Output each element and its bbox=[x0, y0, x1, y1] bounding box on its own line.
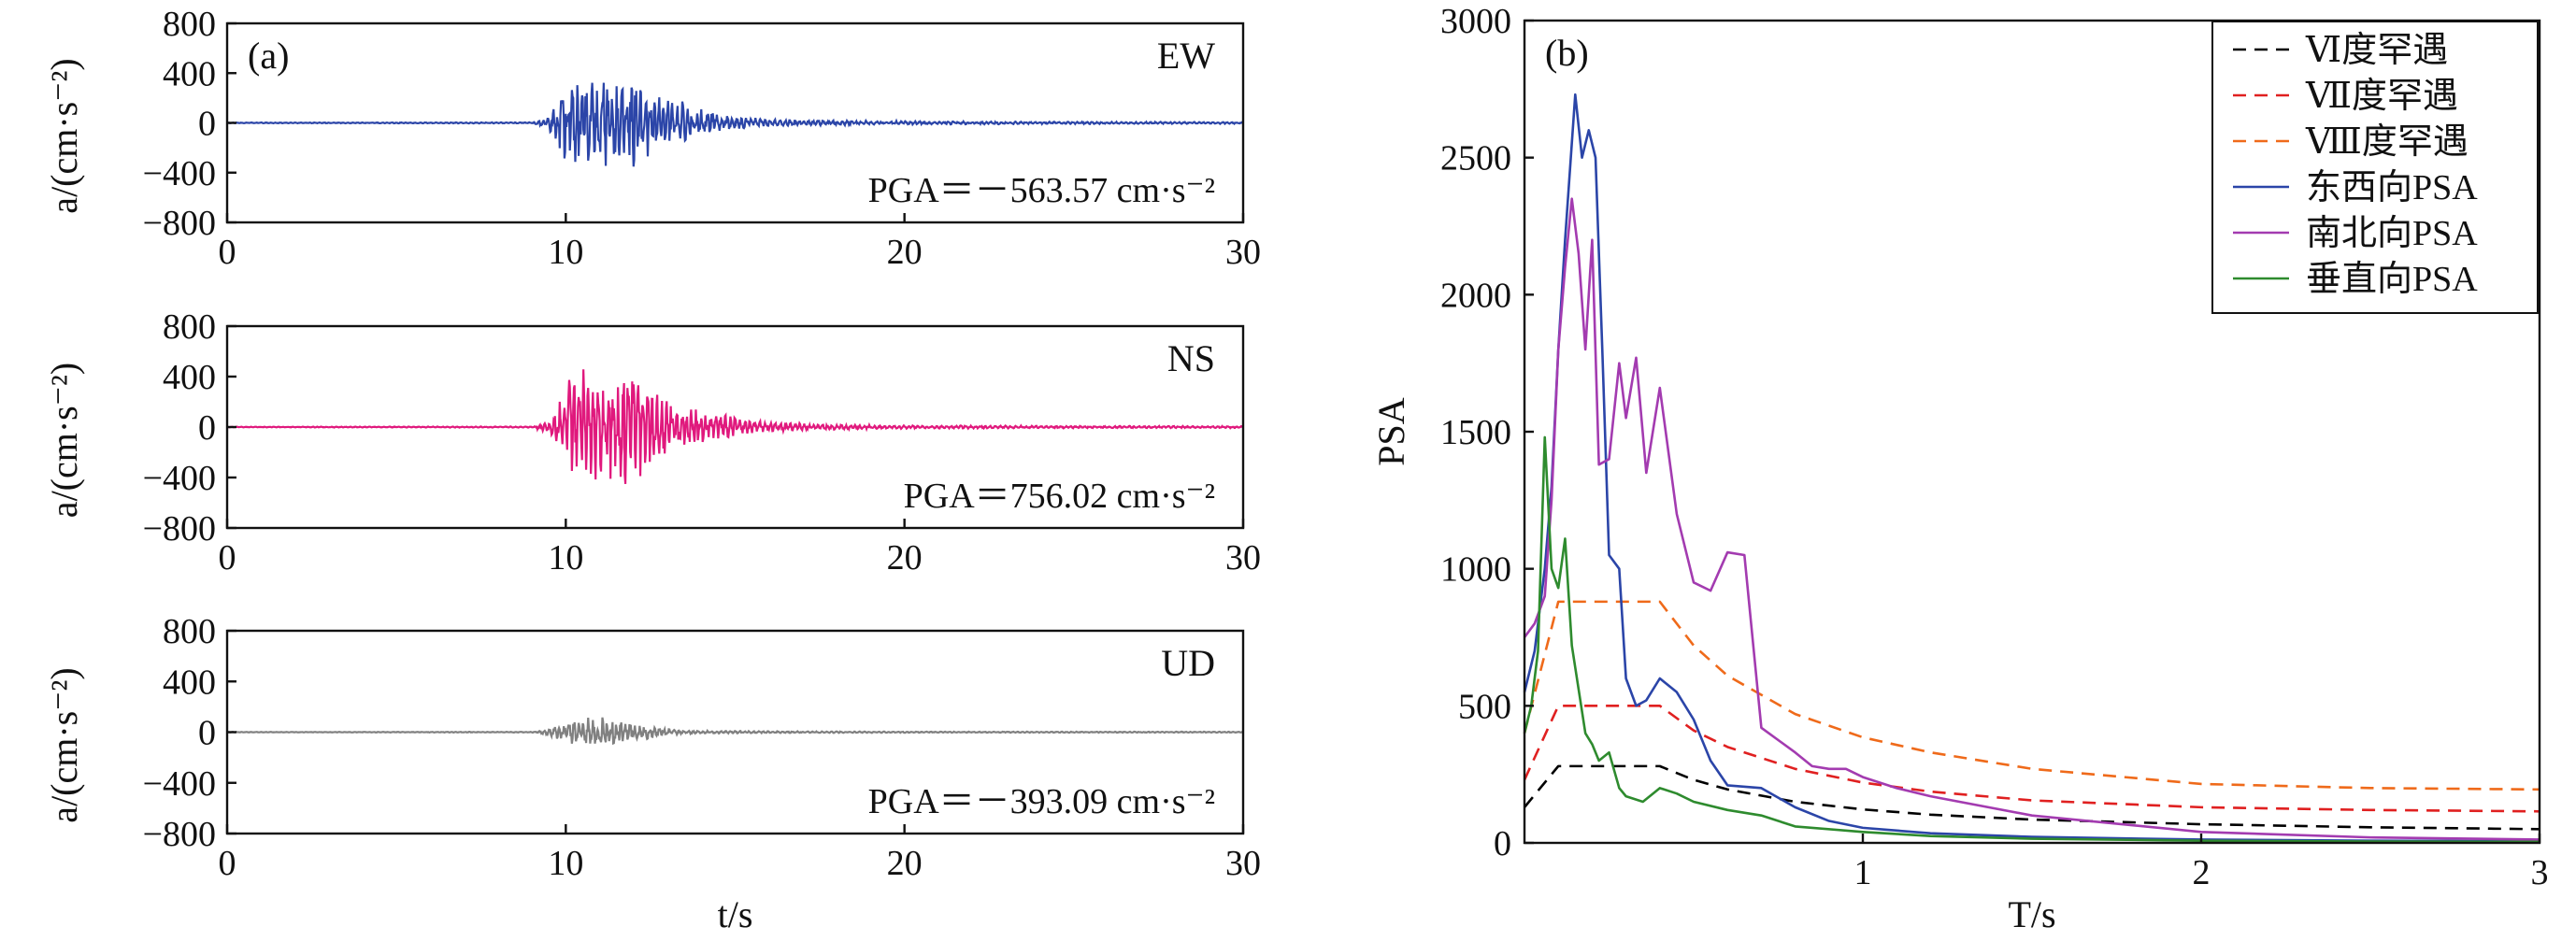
psa-series-4 bbox=[1523, 197, 2540, 841]
waveform-ew bbox=[226, 82, 1244, 167]
legend-label: Ⅵ度罕遇 bbox=[2305, 31, 2448, 70]
y-axis-label: a/(cm·s⁻²) bbox=[43, 667, 85, 822]
y-tick-label: 3000 bbox=[1440, 2, 1511, 41]
subplot-ew: 0 10 20 30 800 400 0 −400 −800 EW PGA＝－563.57 cm·s… bbox=[43, 5, 1261, 272]
y-tick-label: 500 bbox=[1458, 687, 1511, 726]
x-tick-label: 2 bbox=[2193, 853, 2211, 892]
y-tick-label: 400 bbox=[163, 54, 216, 93]
psa-series-3 bbox=[1523, 93, 2540, 843]
subplot-ud: 0 10 20 30 800 400 0 −400 −800 UD PGA＝－393.09 cm·s… bbox=[43, 612, 1261, 935]
x-tick-label: 10 bbox=[548, 233, 583, 272]
y-tick-label: −400 bbox=[143, 154, 216, 193]
y-tick-label: 2000 bbox=[1440, 276, 1511, 315]
legend-label: 垂直向PSA bbox=[2306, 260, 2478, 299]
x-tick-label: 0 bbox=[219, 844, 236, 883]
panel-a-waveforms: 0 10 20 30 800 400 0 −400 −800 EW PGA＝－563.57 cm·s… bbox=[43, 5, 1261, 935]
y-axis-label-psa: PSA bbox=[1370, 397, 1412, 465]
x-tick-label: 1 bbox=[1854, 853, 1872, 892]
x-tick-label: 20 bbox=[887, 233, 923, 272]
y-tick-label: 0 bbox=[198, 714, 216, 753]
x-tick-label: 10 bbox=[548, 844, 583, 883]
x-tick-label: 0 bbox=[219, 233, 236, 272]
y-axis-label: a/(cm·s⁻²) bbox=[43, 363, 85, 518]
y-tick-label: 1500 bbox=[1440, 413, 1511, 452]
y-tick-label: −400 bbox=[143, 459, 216, 498]
y-tick-label: 2500 bbox=[1440, 139, 1511, 178]
legend-label: Ⅷ度罕遇 bbox=[2305, 122, 2469, 162]
y-tick-label: 400 bbox=[163, 663, 216, 702]
psa-series-0 bbox=[1523, 764, 2540, 831]
psa-series-5 bbox=[1523, 435, 2540, 844]
waveform-ns bbox=[226, 369, 1244, 484]
y-tick-label: 0 bbox=[1494, 824, 1511, 863]
legend-label: Ⅶ度罕遇 bbox=[2305, 77, 2458, 116]
legend-label: 南北向PSA bbox=[2306, 214, 2478, 253]
x-tick-label: 20 bbox=[887, 538, 923, 577]
y-tick-label: −800 bbox=[143, 204, 216, 243]
pga-label: PGA＝－393.09 cm·s⁻² bbox=[868, 782, 1215, 821]
y-tick-label: 1000 bbox=[1440, 550, 1511, 590]
y-tick-label: 800 bbox=[163, 5, 216, 44]
panel-b-spectra: 1 2 3 3000 2500 2000 1500 1000 500 0 PSA T/s (b) Ⅵ度罕遇… bbox=[1370, 2, 2549, 935]
y-axis-label: a/(cm·s⁻²) bbox=[43, 58, 85, 213]
x-tick-label: 30 bbox=[1225, 233, 1261, 272]
legend-box bbox=[2211, 21, 2539, 314]
y-tick-label: −400 bbox=[143, 764, 216, 804]
y-tick-label: 800 bbox=[163, 307, 216, 347]
x-tick-label: 3 bbox=[2531, 853, 2549, 892]
x-axis-label: t/s bbox=[718, 893, 753, 935]
component-label: NS bbox=[1167, 337, 1215, 379]
panel-label-b: (b) bbox=[1545, 32, 1589, 74]
panel-label-a: (a) bbox=[248, 35, 289, 77]
x-tick-label: 30 bbox=[1225, 844, 1261, 883]
waveform-ud bbox=[226, 717, 1244, 746]
psa-series-2 bbox=[1523, 600, 2540, 791]
legend-label: 东西向PSA bbox=[2306, 168, 2478, 207]
x-tick-label: 20 bbox=[887, 844, 923, 883]
x-axis-label-period: T/s bbox=[2008, 893, 2055, 935]
psa-series-1 bbox=[1523, 705, 2540, 813]
x-tick-label: 30 bbox=[1225, 538, 1261, 577]
y-tick-label: 800 bbox=[163, 612, 216, 651]
pga-label: PGA＝－563.57 cm·s⁻² bbox=[868, 171, 1215, 210]
component-label: EW bbox=[1157, 35, 1215, 77]
component-label: UD bbox=[1161, 642, 1215, 684]
y-tick-label: 0 bbox=[198, 105, 216, 144]
y-tick-label: 0 bbox=[198, 408, 216, 448]
y-tick-label: 400 bbox=[163, 358, 216, 397]
x-tick-label: 10 bbox=[548, 538, 583, 577]
x-tick-label: 0 bbox=[219, 538, 236, 577]
pga-label: PGA＝756.02 cm·s⁻² bbox=[904, 477, 1215, 516]
y-tick-label: −800 bbox=[143, 815, 216, 854]
y-tick-label: −800 bbox=[143, 509, 216, 549]
subplot-ns: 0 10 20 30 800 400 0 −400 −800 NS PGA＝756.02 cm·s⁻… bbox=[43, 307, 1261, 577]
